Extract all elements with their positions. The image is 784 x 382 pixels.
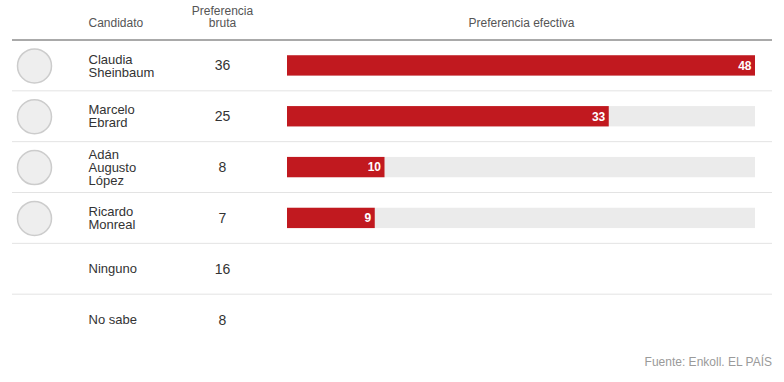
svg-text:Preferencia efectiva: Preferencia efectiva — [468, 16, 574, 30]
svg-text:RicardoMonreal: RicardoMonreal — [89, 204, 136, 232]
svg-text:7: 7 — [219, 210, 227, 226]
svg-text:10: 10 — [368, 160, 382, 174]
svg-text:16: 16 — [215, 261, 231, 277]
svg-text:AdánAugustoLópez: AdánAugustoLópez — [89, 147, 137, 188]
svg-text:8: 8 — [219, 159, 227, 175]
svg-text:Candidato: Candidato — [89, 16, 144, 30]
svg-text:MarceloEbrard: MarceloEbrard — [89, 102, 135, 130]
svg-text:48: 48 — [738, 59, 752, 73]
svg-text:ClaudiaSheinbaum: ClaudiaSheinbaum — [89, 52, 155, 80]
svg-text:8: 8 — [219, 312, 227, 328]
svg-text:Ninguno: Ninguno — [89, 261, 137, 276]
svg-text:No sabe: No sabe — [89, 312, 137, 327]
svg-text:36: 36 — [215, 57, 231, 73]
html-text:Fuente: Enkoll. EL PAÍS: Fuente: Enkoll. EL PAÍS — [644, 355, 772, 369]
svg-text:33: 33 — [592, 110, 606, 124]
svg-text:25: 25 — [215, 108, 231, 124]
svg-text:Preferenciabruta: Preferenciabruta — [192, 4, 254, 30]
svg-text:9: 9 — [365, 211, 372, 225]
